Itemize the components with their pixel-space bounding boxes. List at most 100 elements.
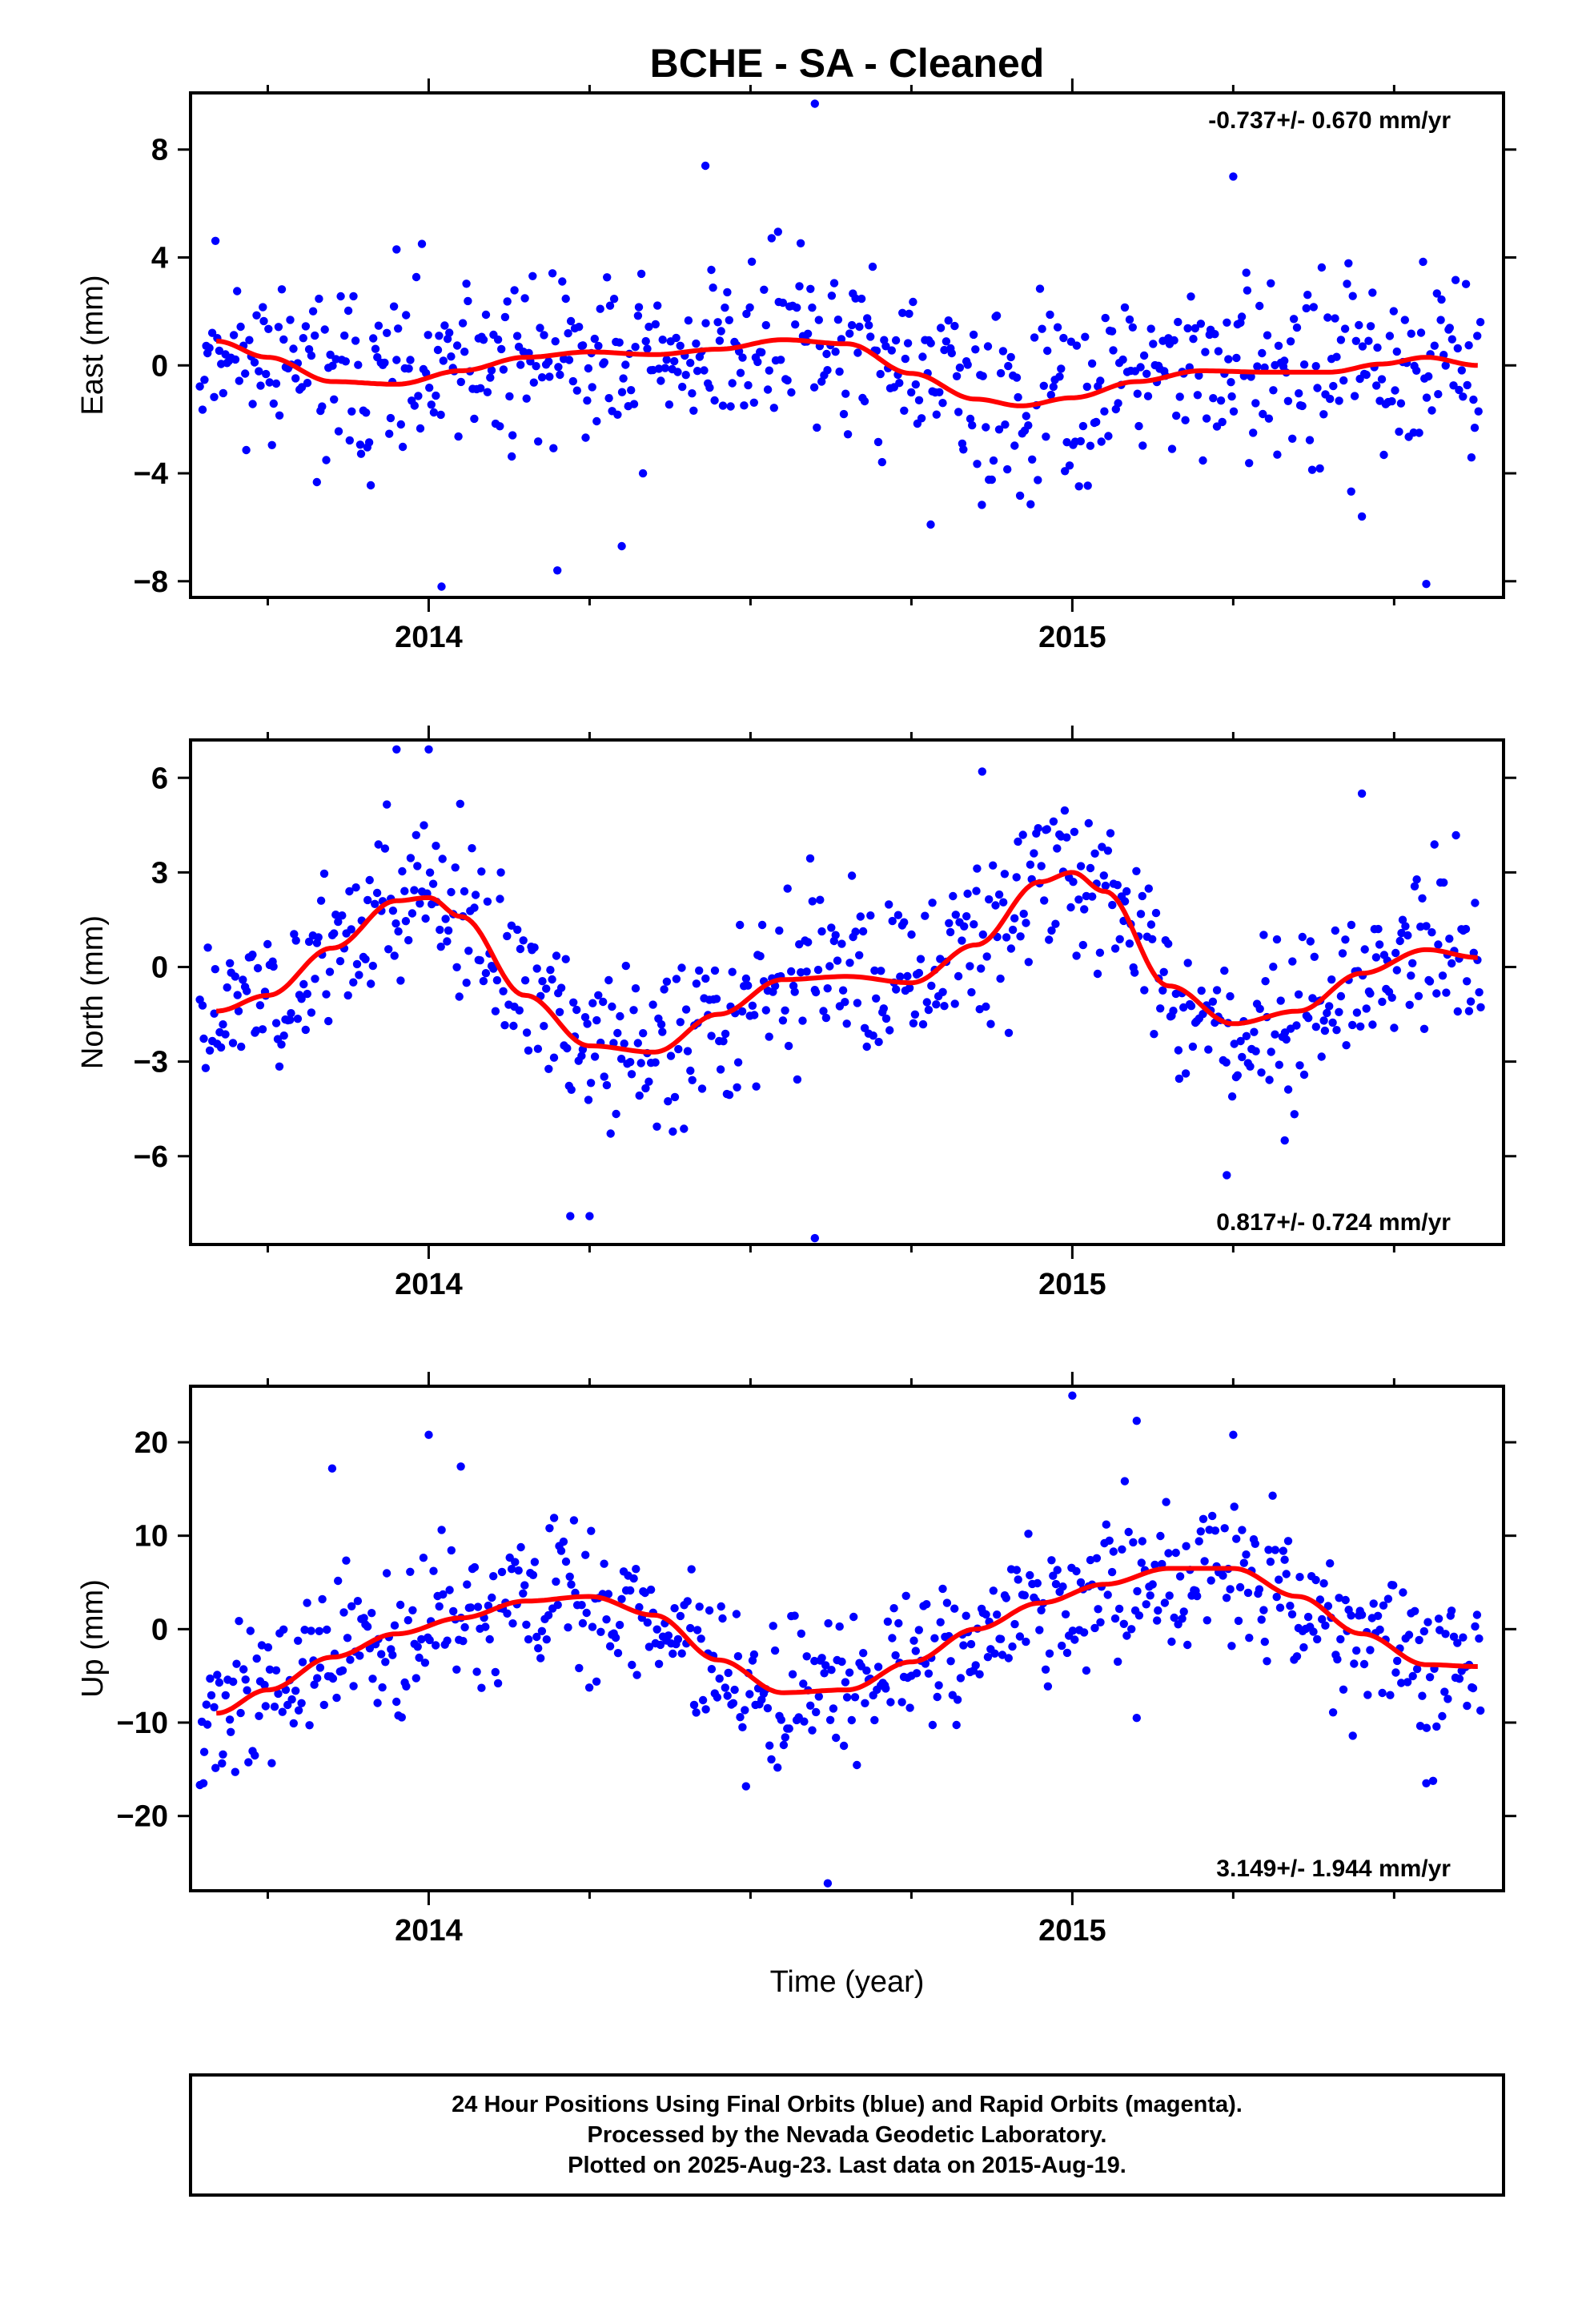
- data-point: [914, 968, 924, 978]
- data-point: [741, 1706, 749, 1715]
- data-point: [856, 912, 865, 921]
- data-point: [952, 372, 962, 380]
- data-point: [1014, 837, 1022, 846]
- data-point: [615, 338, 624, 347]
- data-point: [1459, 392, 1468, 401]
- data-point: [1060, 806, 1070, 815]
- data-point: [413, 862, 422, 870]
- data-point: [507, 1565, 516, 1574]
- data-point: [603, 273, 612, 282]
- data-point: [1350, 392, 1359, 400]
- data-point: [392, 356, 401, 364]
- data-point: [687, 1565, 696, 1574]
- x-tick-label: 2014: [395, 1914, 463, 1948]
- data-point: [221, 1030, 230, 1039]
- data-point: [343, 306, 353, 316]
- data-point: [1350, 1659, 1359, 1668]
- data-point: [1008, 925, 1018, 935]
- data-point: [1016, 932, 1025, 941]
- data-point: [763, 385, 773, 394]
- data-point: [721, 304, 729, 312]
- data-point: [820, 1669, 829, 1678]
- data-point: [756, 951, 765, 961]
- data-point: [911, 1647, 921, 1655]
- data-point: [938, 399, 947, 408]
- data-point: [1237, 312, 1247, 321]
- data-point: [823, 1879, 833, 1888]
- data-point: [784, 1041, 793, 1051]
- data-point: [940, 345, 949, 355]
- data-point: [853, 1760, 861, 1770]
- data-point: [420, 821, 428, 830]
- data-point: [564, 356, 574, 364]
- data-point: [1378, 997, 1387, 1007]
- data-point: [415, 1653, 424, 1663]
- data-point: [1243, 1588, 1253, 1598]
- data-point: [1227, 1642, 1236, 1651]
- data-point: [416, 899, 424, 908]
- data-point: [1062, 438, 1071, 447]
- data-point: [1133, 389, 1142, 398]
- data-point: [982, 1002, 990, 1011]
- data-point: [1453, 1638, 1462, 1647]
- data-point: [1030, 333, 1039, 342]
- data-point: [1323, 313, 1332, 322]
- data-point: [297, 995, 306, 1003]
- data-point: [412, 272, 421, 282]
- data-point: [1335, 1007, 1343, 1017]
- data-point: [1049, 1571, 1058, 1580]
- data-point: [749, 1650, 759, 1659]
- data-point: [324, 1016, 333, 1026]
- data-point: [396, 1600, 405, 1610]
- data-point: [953, 1695, 962, 1704]
- data-point: [1292, 323, 1302, 332]
- data-point: [1124, 1527, 1133, 1537]
- data-point: [1122, 887, 1131, 896]
- data-point: [1227, 392, 1236, 401]
- data-point: [1463, 380, 1472, 390]
- data-point: [926, 520, 935, 529]
- data-point: [1146, 1591, 1154, 1600]
- data-point: [1283, 396, 1293, 405]
- data-point: [325, 967, 335, 976]
- data-point: [246, 1626, 255, 1635]
- data-point: [1366, 1646, 1375, 1655]
- data-point: [1012, 873, 1021, 882]
- data-point: [536, 324, 544, 332]
- data-point: [585, 1212, 594, 1220]
- data-point: [1090, 849, 1099, 858]
- data-point: [1245, 459, 1254, 468]
- fit-curve: [216, 1566, 1478, 1716]
- data-point: [359, 1614, 368, 1622]
- data-point: [1447, 959, 1456, 968]
- data-point: [347, 925, 355, 934]
- data-point: [889, 1604, 898, 1613]
- data-point: [549, 444, 558, 452]
- data-point: [1342, 1041, 1351, 1050]
- data-point: [1014, 1575, 1022, 1584]
- data-point: [396, 420, 405, 429]
- data-point: [994, 890, 1004, 899]
- data-point: [211, 236, 220, 245]
- data-point: [206, 1674, 215, 1683]
- data-point: [608, 1002, 616, 1011]
- data-point: [1407, 971, 1415, 980]
- data-point: [508, 452, 516, 461]
- data-point: [313, 1674, 322, 1683]
- data-point: [223, 983, 231, 992]
- data-point: [975, 1670, 984, 1679]
- data-point: [594, 991, 603, 1000]
- data-point: [437, 1526, 446, 1534]
- data-point: [950, 321, 959, 331]
- data-point: [231, 1767, 239, 1776]
- data-point: [1255, 1585, 1264, 1594]
- data-point: [1132, 1714, 1142, 1723]
- data-point: [829, 279, 839, 287]
- data-point: [354, 360, 363, 369]
- data-point: [728, 967, 737, 976]
- data-point: [741, 1782, 750, 1791]
- data-point: [1260, 1637, 1270, 1647]
- data-point: [445, 1586, 454, 1594]
- data-point: [689, 1700, 699, 1710]
